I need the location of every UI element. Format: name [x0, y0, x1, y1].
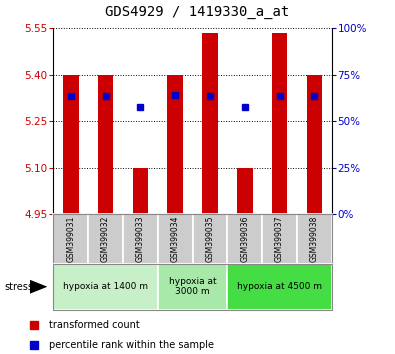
FancyBboxPatch shape — [262, 214, 297, 264]
FancyBboxPatch shape — [158, 214, 193, 264]
Text: stress: stress — [4, 282, 33, 292]
FancyBboxPatch shape — [53, 264, 158, 310]
Polygon shape — [30, 280, 47, 294]
Text: GSM399037: GSM399037 — [275, 216, 284, 262]
Bar — [63, 75, 79, 214]
Bar — [98, 75, 113, 214]
Bar — [237, 168, 253, 214]
Text: GDS4929 / 1419330_a_at: GDS4929 / 1419330_a_at — [105, 5, 290, 19]
FancyBboxPatch shape — [158, 264, 228, 310]
Text: GSM399036: GSM399036 — [240, 216, 249, 262]
Bar — [202, 33, 218, 214]
Text: GSM399034: GSM399034 — [171, 216, 180, 262]
FancyBboxPatch shape — [88, 214, 123, 264]
Text: hypoxia at 1400 m: hypoxia at 1400 m — [63, 282, 148, 291]
FancyBboxPatch shape — [123, 214, 158, 264]
Text: hypoxia at 4500 m: hypoxia at 4500 m — [237, 282, 322, 291]
FancyBboxPatch shape — [53, 214, 88, 264]
Text: percentile rank within the sample: percentile rank within the sample — [49, 340, 214, 350]
Bar — [132, 168, 148, 214]
Text: GSM399038: GSM399038 — [310, 216, 319, 262]
FancyBboxPatch shape — [297, 214, 332, 264]
Text: transformed count: transformed count — [49, 320, 139, 330]
Text: GSM399033: GSM399033 — [136, 216, 145, 262]
Text: GSM399035: GSM399035 — [205, 216, 214, 262]
FancyBboxPatch shape — [193, 214, 228, 264]
FancyBboxPatch shape — [228, 214, 262, 264]
Bar — [272, 33, 288, 214]
FancyBboxPatch shape — [228, 264, 332, 310]
Text: GSM399031: GSM399031 — [66, 216, 75, 262]
Bar — [167, 75, 183, 214]
Text: GSM399032: GSM399032 — [101, 216, 110, 262]
Text: hypoxia at
3000 m: hypoxia at 3000 m — [169, 277, 216, 296]
Bar — [307, 75, 322, 214]
